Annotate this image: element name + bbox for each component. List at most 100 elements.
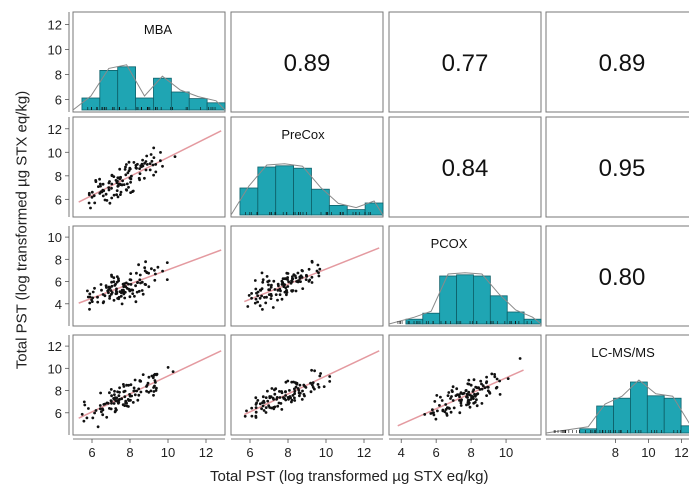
data-point [309,390,313,394]
histogram-bar [456,274,474,325]
data-point [138,167,142,171]
data-point [135,271,138,275]
data-point [101,182,105,186]
data-point [267,279,271,283]
data-point [475,398,478,402]
data-point [480,402,484,405]
data-point [82,400,86,404]
data-point [102,300,106,304]
left-tick-label: 8 [55,68,62,83]
histogram-bar [646,395,665,434]
data-point [88,307,91,311]
data-point [440,399,444,402]
data-point [280,390,283,393]
data-point [115,287,118,291]
data-point [96,425,100,429]
data-point [124,188,128,192]
data-point [110,196,114,200]
data-point [261,404,265,408]
data-point [444,403,448,406]
data-point [90,195,94,199]
data-point [493,375,497,379]
data-point [136,162,139,166]
data-point [255,291,258,295]
data-point [429,412,433,415]
data-point [311,386,315,389]
data-point [298,383,302,387]
data-point [113,410,117,414]
data-point [135,290,139,294]
data-point [274,387,278,391]
data-point [119,190,123,194]
data-point [105,286,108,289]
data-point [272,407,276,411]
left-tick-label: 12 [48,18,62,33]
data-point [131,401,135,404]
data-point [434,417,438,421]
data-point [247,294,251,297]
data-point [272,279,276,283]
data-point [254,297,258,301]
data-point [117,277,120,281]
data-point [152,173,156,177]
data-point [107,186,111,190]
data-point [141,292,145,296]
data-point [115,193,118,197]
data-point [284,390,287,394]
data-point [269,297,273,300]
histogram-bar [613,397,631,434]
data-point [115,292,119,295]
data-point [254,414,258,418]
data-point [465,395,468,399]
data-point [148,162,152,166]
data-point [471,390,475,393]
regression-line [244,247,380,303]
data-point [138,172,142,176]
data-point [302,393,306,396]
data-point [90,190,94,194]
data-point [100,288,103,292]
data-point [311,381,315,384]
data-point [125,383,128,387]
data-point [110,182,114,186]
histogram-bar [275,165,294,216]
data-point [317,271,320,275]
regression-line [397,369,524,427]
data-point [133,294,136,298]
data-point [151,376,155,380]
data-point [121,179,124,183]
data-point [256,399,260,402]
bottom-tick-label: 12 [674,445,688,460]
data-point [119,291,123,295]
data-point [159,151,162,154]
data-point [452,406,456,410]
data-point [311,383,314,387]
data-point [91,290,95,294]
panel-1-2 [388,116,542,218]
data-point [286,379,290,383]
data-point [138,278,142,282]
data-point [290,398,294,402]
data-point [270,406,273,410]
data-point [137,176,141,180]
data-point [135,166,138,170]
data-point [258,402,262,406]
data-point [255,401,258,405]
data-point [112,193,116,197]
data-point [88,292,92,296]
data-point [433,400,437,403]
left-tick-label: 12 [48,339,62,354]
histogram-bar [328,204,348,216]
data-point [114,282,117,286]
data-point [154,389,158,392]
data-point [138,273,142,277]
data-point [317,274,321,278]
data-point [147,390,151,394]
data-point [145,271,149,274]
data-point [317,385,321,389]
bottom-tick-label: 12 [357,445,371,460]
data-point [154,170,158,174]
data-point [292,273,296,277]
histogram-bar [311,188,330,216]
histogram-bar [206,102,226,111]
